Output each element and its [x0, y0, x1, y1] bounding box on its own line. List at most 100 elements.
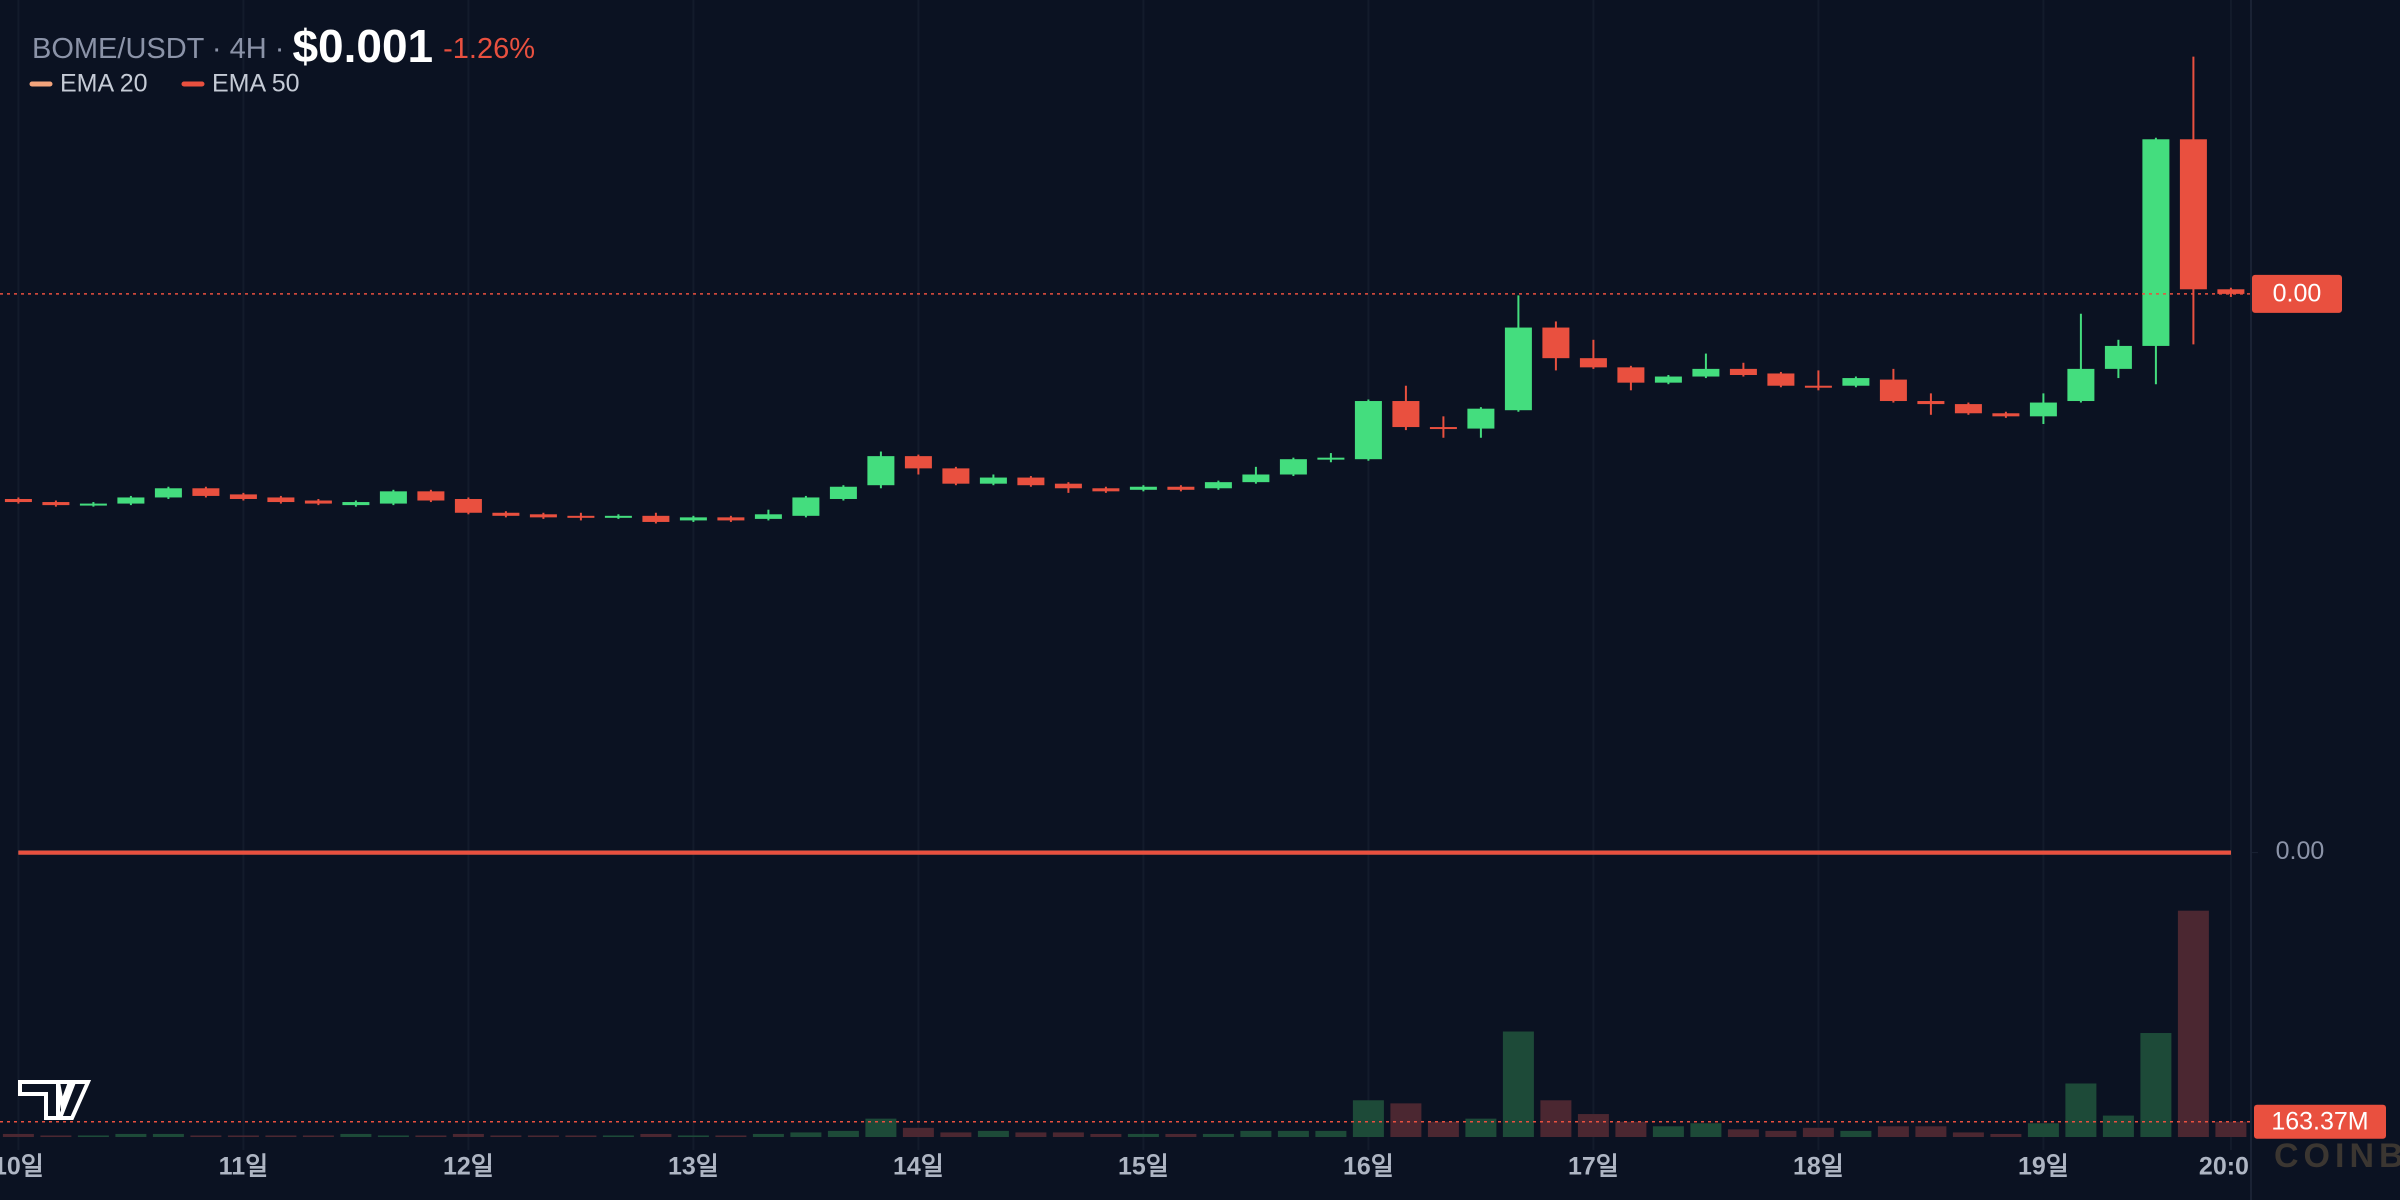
candle-body	[867, 456, 895, 486]
candle-body	[1354, 401, 1382, 460]
symbol-title: BOME/USDT · 4H ·	[32, 33, 284, 65]
watermark: COINBIX	[2274, 1137, 2400, 1175]
volume-bar	[565, 1135, 597, 1137]
volume-bar	[1690, 1123, 1722, 1137]
volume-bar	[115, 1133, 147, 1137]
candle-body	[192, 488, 220, 496]
candle-body	[1692, 368, 1720, 377]
candle-body	[1279, 459, 1307, 475]
volume-bar	[265, 1135, 297, 1137]
volume-bar	[2140, 1033, 2172, 1137]
x-tick-label: 10일	[0, 1153, 44, 1181]
candle-body	[42, 502, 70, 506]
volume-bar	[1240, 1130, 1272, 1137]
volume-bar	[527, 1135, 559, 1137]
volume-bar	[2, 1133, 34, 1137]
volume-bar	[715, 1135, 747, 1137]
volume-bar	[1727, 1129, 1759, 1137]
candle-body	[1804, 385, 1832, 388]
candle-body	[1879, 379, 1907, 402]
current-price: $0.001	[292, 20, 433, 72]
volume-bar	[1990, 1133, 2022, 1137]
volume-bar	[902, 1127, 934, 1137]
candle-body	[267, 497, 295, 503]
candle-body	[1504, 327, 1532, 411]
volume-bar	[1127, 1133, 1159, 1137]
volume-bar	[1277, 1130, 1309, 1137]
y-tick-label: 0.00	[2276, 837, 2325, 865]
candles	[4, 56, 2245, 524]
tradingview-logo	[18, 1080, 92, 1120]
volume-bar	[340, 1133, 372, 1137]
volume-bar	[1577, 1114, 1609, 1137]
candle-body	[1617, 367, 1645, 383]
candle-body	[1204, 482, 1232, 489]
volume-bar	[790, 1132, 822, 1137]
candle-body	[2179, 139, 2207, 290]
candle-body	[1392, 401, 1420, 428]
volume-tag	[2254, 1104, 2386, 1139]
candle-body	[2104, 345, 2132, 369]
candle-body	[1429, 427, 1457, 430]
volume-bar	[2177, 910, 2209, 1137]
candle-body	[2217, 289, 2245, 294]
volume-bar	[1877, 1126, 1909, 1137]
legend-label: EMA 50	[212, 70, 300, 98]
x-tick-label: 19일	[2018, 1153, 2069, 1181]
candle-body	[1129, 486, 1157, 490]
volume-bar	[1052, 1132, 1084, 1137]
candle-body	[642, 515, 670, 522]
volume-bar	[1015, 1132, 1047, 1137]
volume-bar	[1802, 1127, 1834, 1137]
grid	[17, 0, 2232, 1150]
candle-body	[942, 468, 970, 484]
x-tick-label: 15일	[1118, 1153, 1169, 1181]
candle-body	[1317, 457, 1345, 460]
volume-bar	[1615, 1121, 1647, 1137]
legend: EMA 20 EMA 50	[29, 70, 300, 98]
x-axis: 10일 11일 12일 13일 14일 15일 16일 17일 18일 19일 20:00	[0, 1153, 2250, 1181]
candle-body	[829, 486, 857, 499]
candle-body	[454, 498, 482, 513]
volume-bar	[227, 1135, 259, 1137]
volume-bar	[677, 1135, 709, 1137]
volume-bar	[1502, 1031, 1534, 1137]
x-tick-label: 11일	[219, 1153, 268, 1181]
x-tick-label: 16일	[1343, 1153, 1394, 1181]
candle-body	[2142, 139, 2170, 346]
candle-body	[304, 500, 332, 504]
candle-body	[1917, 401, 1945, 405]
candle-body	[1542, 327, 1570, 359]
candle-body	[1054, 483, 1082, 489]
volume-bar	[2102, 1115, 2134, 1137]
volume-bar	[1952, 1132, 1984, 1137]
candle-body	[1092, 488, 1120, 492]
candle-body	[1579, 358, 1607, 368]
last-price-tag	[2252, 274, 2342, 313]
candle-body	[79, 503, 107, 506]
volume-bar	[640, 1133, 672, 1137]
volume-bar	[1540, 1100, 1572, 1137]
candle-body	[117, 497, 145, 504]
last-price-label: 0.00	[2273, 279, 2322, 307]
candle-body	[904, 456, 932, 469]
volume-bar	[1165, 1133, 1197, 1137]
volume-tag-label: 163.37M	[2271, 1107, 2368, 1135]
volume-bar	[1465, 1118, 1497, 1137]
volume-bar	[302, 1135, 334, 1137]
volume-bar	[40, 1135, 72, 1137]
volume-bar	[1390, 1103, 1422, 1137]
candle-body	[417, 491, 445, 501]
volume-bar	[152, 1133, 184, 1137]
volume-bar	[1090, 1133, 1122, 1137]
volume-bar	[1840, 1130, 1872, 1137]
candle-body	[1842, 378, 1870, 386]
candle-body	[1242, 474, 1270, 483]
volume-bar	[490, 1135, 522, 1137]
candle-body	[154, 488, 182, 498]
candle-body	[1992, 413, 2020, 417]
candle-body	[679, 517, 707, 521]
candle-body	[792, 497, 820, 516]
